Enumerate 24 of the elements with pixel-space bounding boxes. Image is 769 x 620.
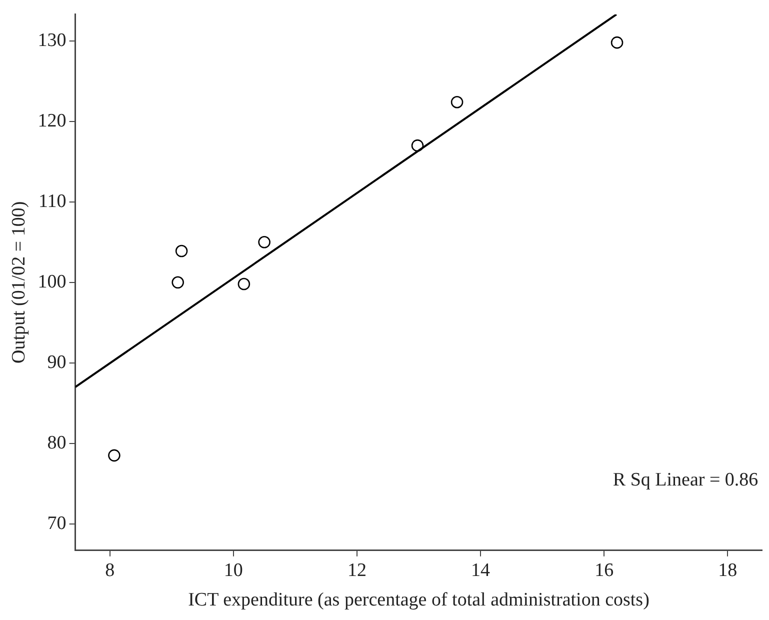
point	[411, 139, 424, 152]
x-tick-label: 10	[224, 560, 243, 581]
x-tick-label: 8	[105, 560, 115, 581]
y-axis-title: Output (01/02 = 100)	[8, 201, 30, 364]
point	[450, 96, 464, 108]
annotation: R Sq Linear = 0.86	[612, 469, 758, 490]
y-tick-label: 110	[38, 190, 66, 212]
y-tick-label: 130	[38, 30, 66, 51]
point	[610, 36, 624, 49]
x-axis-title: ICT expenditure (as percentage of total administration costs)	[188, 590, 650, 611]
y-tick-label: 120	[38, 110, 66, 132]
y-tick-label: 90	[47, 352, 66, 373]
x-tick-label: 14	[471, 560, 491, 581]
point	[172, 276, 184, 289]
y-tick-label: 70	[47, 512, 66, 534]
x-tick-label: 18	[718, 560, 738, 581]
point	[238, 278, 250, 290]
x-tick-label: 16	[594, 560, 614, 581]
point	[258, 236, 270, 248]
y-tick-label: 100	[38, 271, 66, 292]
y-tick-label: 80	[47, 432, 66, 454]
point	[175, 244, 188, 258]
x-tick-label: 12	[347, 560, 366, 581]
point	[108, 449, 120, 462]
